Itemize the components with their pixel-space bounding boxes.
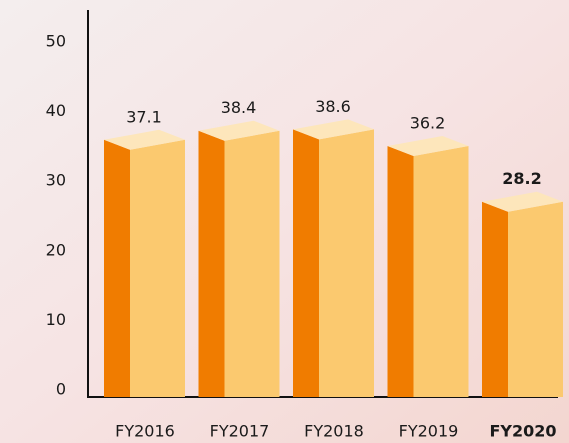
x-tick-label: FY2018: [304, 422, 364, 441]
bar: [414, 146, 469, 397]
bar-side: [199, 131, 225, 397]
bar-side: [293, 129, 319, 397]
y-tick-label: 10: [46, 310, 66, 329]
y-tick-label: 30: [46, 171, 66, 190]
value-label: 36.2: [410, 114, 446, 133]
y-tick-label: 40: [46, 101, 66, 120]
chart: 0 10 20 30 40 50 37.1 FY2016 38.4 FY2017 38.6 FY201…: [0, 0, 569, 443]
x-tick-label: FY2019: [399, 422, 459, 441]
x-tick-label: FY2020: [489, 422, 556, 441]
bar: [508, 202, 563, 397]
bar-side: [104, 140, 130, 397]
bar: [130, 140, 185, 397]
value-label: 38.6: [315, 97, 351, 116]
bar-side: [388, 146, 414, 397]
bar: [225, 131, 280, 397]
value-label: 38.4: [221, 98, 257, 117]
bar: [319, 129, 374, 397]
x-tick-label: FY2017: [210, 422, 270, 441]
y-tick-label: 50: [46, 32, 66, 51]
value-label: 37.1: [126, 107, 162, 126]
bar-side: [482, 202, 508, 397]
y-tick-label: 0: [56, 380, 66, 399]
y-tick-label: 20: [46, 240, 66, 259]
value-label: 28.2: [502, 169, 541, 188]
x-tick-label: FY2016: [115, 422, 175, 441]
